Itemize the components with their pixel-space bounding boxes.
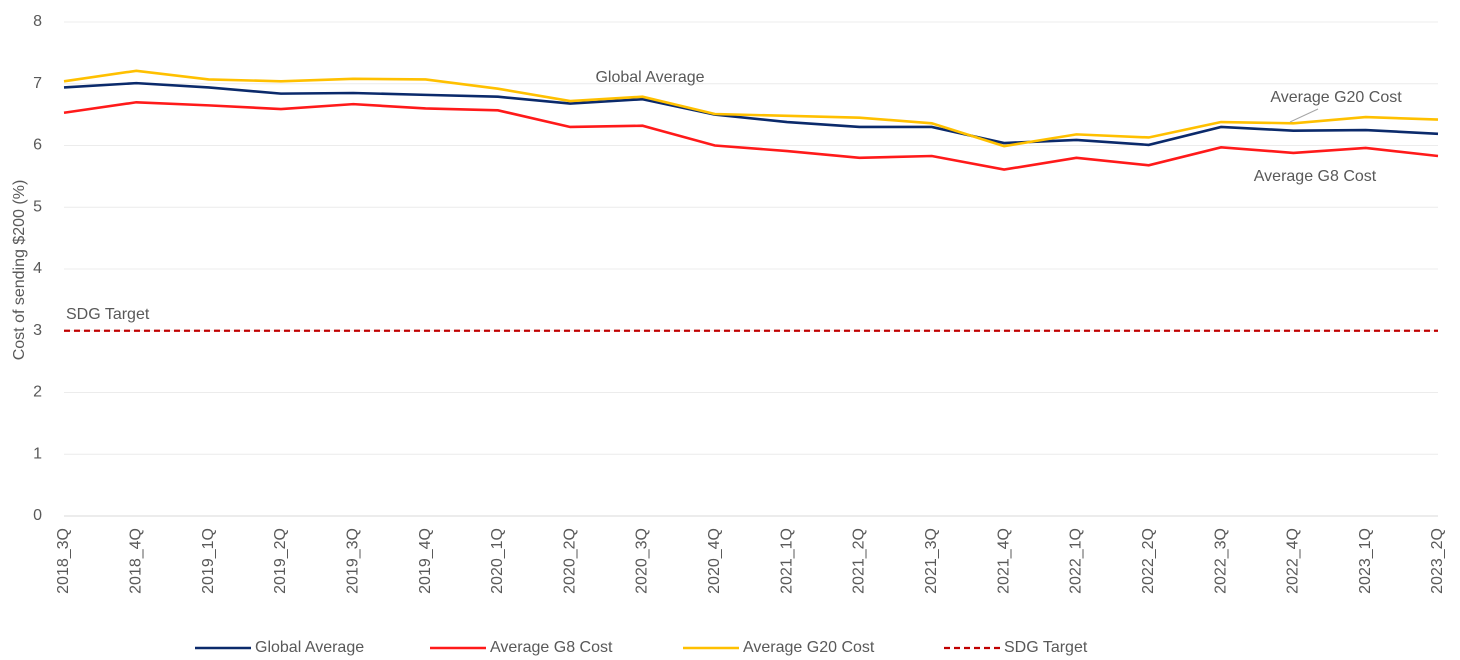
x-tick-label: 2018_4Q bbox=[128, 528, 145, 594]
y-tick-label: 4 bbox=[33, 260, 42, 277]
x-tick-label: 2019_2Q bbox=[272, 528, 289, 594]
x-tick-label: 2022_3Q bbox=[1212, 528, 1229, 594]
x-tick-label: 2021_1Q bbox=[778, 528, 795, 594]
annotation: Average G8 Cost bbox=[1254, 168, 1377, 185]
legend-label: Average G20 Cost bbox=[743, 639, 875, 656]
series-line bbox=[63, 69, 1439, 148]
y-tick-label: 3 bbox=[33, 322, 42, 339]
y-axis-label: Cost of sending $200 (%) bbox=[11, 180, 28, 361]
x-tick-label: 2021_3Q bbox=[923, 528, 940, 594]
x-tick-label: 2023_2Q bbox=[1429, 528, 1446, 594]
x-tick-label: 2022_4Q bbox=[1285, 528, 1302, 594]
x-tick-label: 2019_3Q bbox=[344, 528, 361, 594]
x-tick-label: 2019_1Q bbox=[200, 528, 217, 594]
x-tick-label: 2019_4Q bbox=[417, 528, 434, 594]
y-tick-label: 0 bbox=[33, 507, 42, 524]
y-tick-label: 2 bbox=[33, 384, 42, 401]
x-tick-label: 2022_2Q bbox=[1140, 528, 1157, 594]
annotation-leader bbox=[1289, 108, 1319, 123]
annotation: Average G20 Cost bbox=[1270, 89, 1402, 106]
x-tick-label: 2020_4Q bbox=[706, 528, 723, 594]
y-tick-label: 7 bbox=[33, 75, 42, 92]
y-tick-label: 5 bbox=[33, 198, 42, 215]
y-tick-label: 8 bbox=[33, 13, 42, 30]
legend-label: SDG Target bbox=[1004, 639, 1088, 656]
x-tick-label: 2020_1Q bbox=[489, 528, 506, 594]
y-tick-label: 1 bbox=[33, 445, 42, 462]
annotation: Global Average bbox=[595, 69, 704, 86]
x-tick-label: 2022_1Q bbox=[1068, 528, 1085, 594]
series-line bbox=[63, 81, 1439, 147]
legend-label: Average G8 Cost bbox=[490, 639, 613, 656]
x-tick-label: 2021_2Q bbox=[851, 528, 868, 594]
y-tick-label: 6 bbox=[33, 137, 42, 154]
x-tick-label: 2020_3Q bbox=[634, 528, 651, 594]
x-tick-label: 2020_2Q bbox=[561, 528, 578, 594]
legend-label: Global Average bbox=[255, 639, 364, 656]
annotation: SDG Target bbox=[66, 306, 150, 323]
x-tick-label: 2023_1Q bbox=[1357, 528, 1374, 594]
x-tick-label: 2018_3Q bbox=[55, 528, 72, 594]
series-line bbox=[63, 100, 1439, 171]
x-tick-label: 2021_4Q bbox=[995, 528, 1012, 594]
